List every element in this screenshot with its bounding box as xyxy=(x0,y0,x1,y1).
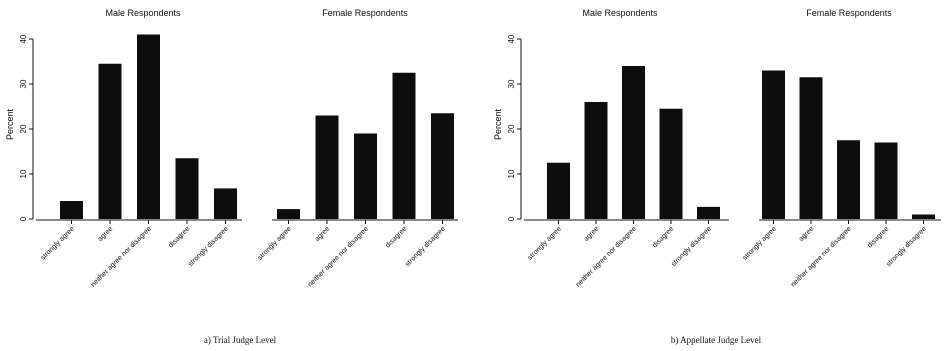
category-label: disagree xyxy=(651,225,675,249)
series-title: Female Respondents xyxy=(322,8,408,18)
bar xyxy=(799,77,823,219)
panel-caption: a) Trial Judge Level xyxy=(204,335,277,345)
y-tick-label: 0 xyxy=(19,216,28,221)
y-tick-label: 40 xyxy=(19,34,28,43)
bar xyxy=(547,162,570,219)
bar xyxy=(874,142,898,219)
category-label: agree xyxy=(97,225,115,243)
category-label: neither agree nor disagree xyxy=(790,225,853,288)
category-label: disagree xyxy=(384,225,408,249)
y-tick-label: 20 xyxy=(19,124,28,133)
category-label: strongly disagree xyxy=(670,225,713,268)
y-tick-label: 30 xyxy=(19,79,28,88)
y-tick-label: 30 xyxy=(507,79,516,88)
bar xyxy=(277,209,300,219)
category-label: strongly agree xyxy=(527,225,563,261)
bar xyxy=(912,214,935,219)
y-axis-title: Percent xyxy=(493,108,503,140)
bar xyxy=(762,70,785,219)
bar xyxy=(98,63,122,219)
category-label: strongly disagree xyxy=(885,225,928,268)
bar xyxy=(584,102,608,219)
bar xyxy=(659,108,683,219)
category-label: strongly agree xyxy=(40,225,76,261)
bar xyxy=(622,66,645,219)
category-label: agree xyxy=(314,225,332,243)
series-title: Male Respondents xyxy=(105,8,181,18)
chart-panel-0: 0 10 20 30 40 Percent Male Respondents strongly… xyxy=(5,8,458,345)
category-label: strongly agree xyxy=(742,225,778,261)
panel-caption: b) Appellate Judge Level xyxy=(671,335,762,345)
category-label: strongly disagree xyxy=(187,225,230,268)
bar xyxy=(137,34,160,219)
series-title: Female Respondents xyxy=(806,8,892,18)
y-tick-label: 10 xyxy=(507,169,516,178)
category-label: agree xyxy=(583,225,601,243)
bar xyxy=(214,188,237,219)
category-label: agree xyxy=(798,225,816,243)
series-title: Male Respondents xyxy=(582,8,658,18)
y-axis-title: Percent xyxy=(5,108,15,140)
y-tick-label: 20 xyxy=(507,124,516,133)
bar xyxy=(392,72,416,219)
bar xyxy=(697,206,720,219)
category-label: disagree xyxy=(866,225,890,249)
category-label: neither agree nor disagree xyxy=(575,225,638,288)
category-label: disagree xyxy=(167,225,191,249)
category-label: strongly agree xyxy=(257,225,293,261)
y-tick-label: 40 xyxy=(507,34,516,43)
bar xyxy=(315,115,339,219)
bar xyxy=(431,113,454,219)
bar xyxy=(837,140,860,219)
category-label: strongly disagree xyxy=(404,225,447,268)
bar xyxy=(354,133,377,219)
bar xyxy=(175,158,199,219)
y-tick-label: 10 xyxy=(19,169,28,178)
bar xyxy=(60,201,83,219)
chart-panel-1: 0 10 20 30 40 Percent Male Respondents strongly… xyxy=(493,8,941,345)
y-tick-label: 0 xyxy=(507,216,516,221)
